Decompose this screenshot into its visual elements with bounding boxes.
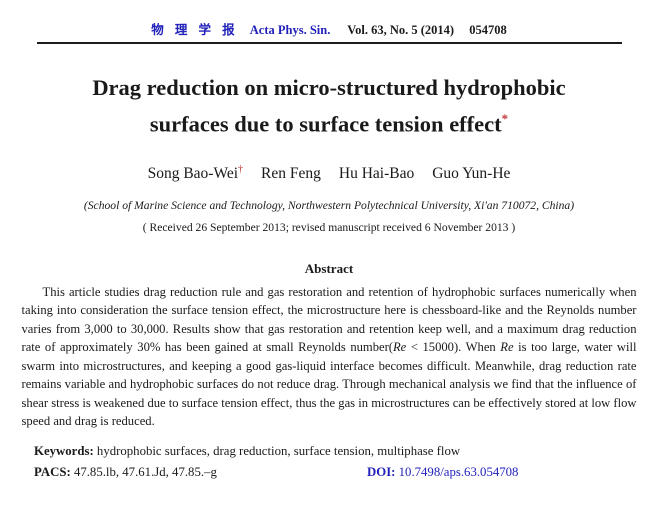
author-name: Song Bao-Wei† (147, 163, 244, 182)
volume-info: Vol. 63, No. 5 (2014) (347, 23, 455, 37)
doi-link[interactable]: 10.7498/aps.63.054708 (398, 464, 519, 479)
title-line-1: Drag reduction on micro-structured hydro… (92, 75, 566, 100)
doi: DOI: 10.7498/aps.63.054708 (367, 465, 518, 480)
doi-label: DOI: (367, 464, 396, 479)
title-footnote-asterisk: * (501, 111, 509, 126)
author-name: Ren Feng (261, 164, 321, 182)
received-dates: ( Received 26 September 2013; revised ma… (142, 220, 516, 234)
pacs-doi-row: PACS: 47.85.lb, 47.61.Jd, 47.85.–g DOI: … (34, 465, 636, 483)
keywords-label: Keywords: (34, 443, 94, 458)
affiliation: (School of Marine Science and Technology… (83, 198, 575, 212)
paper-title: Drag reduction on micro-structured hydro… (20, 72, 638, 140)
pacs-label: PACS: (34, 464, 71, 479)
author-name: Hu Hai-Bao (338, 164, 415, 182)
title-line-2: surfaces due to surface tension effect (149, 111, 502, 137)
journal-name-english: Acta Phys. Sin. (249, 23, 331, 37)
journal-name-chinese: 物 理 学 报 (151, 23, 239, 37)
journal-header: 物 理 学 报 Acta Phys. Sin. Vol. 63, No. 5 (… (0, 0, 658, 38)
pacs-value: 47.85.lb, 47.61.Jd, 47.85.–g (73, 464, 217, 479)
abstract-heading: Abstract (304, 260, 354, 276)
abstract-text: This article studies drag reduction rule… (21, 284, 637, 429)
author-footnote-dagger: † (238, 163, 244, 175)
keywords-value: hydrophobic surfaces, drag reduction, su… (96, 443, 461, 458)
article-number: 054708 (469, 23, 507, 37)
header-rule (36, 42, 622, 44)
keywords-line: Keywords: hydrophobic surfaces, drag red… (34, 444, 636, 459)
authors-line: Song Bao-Wei† Ren Feng Hu Hai-Bao Guo Yun-H… (0, 164, 658, 183)
author-name: Guo Yun-He (432, 164, 511, 182)
